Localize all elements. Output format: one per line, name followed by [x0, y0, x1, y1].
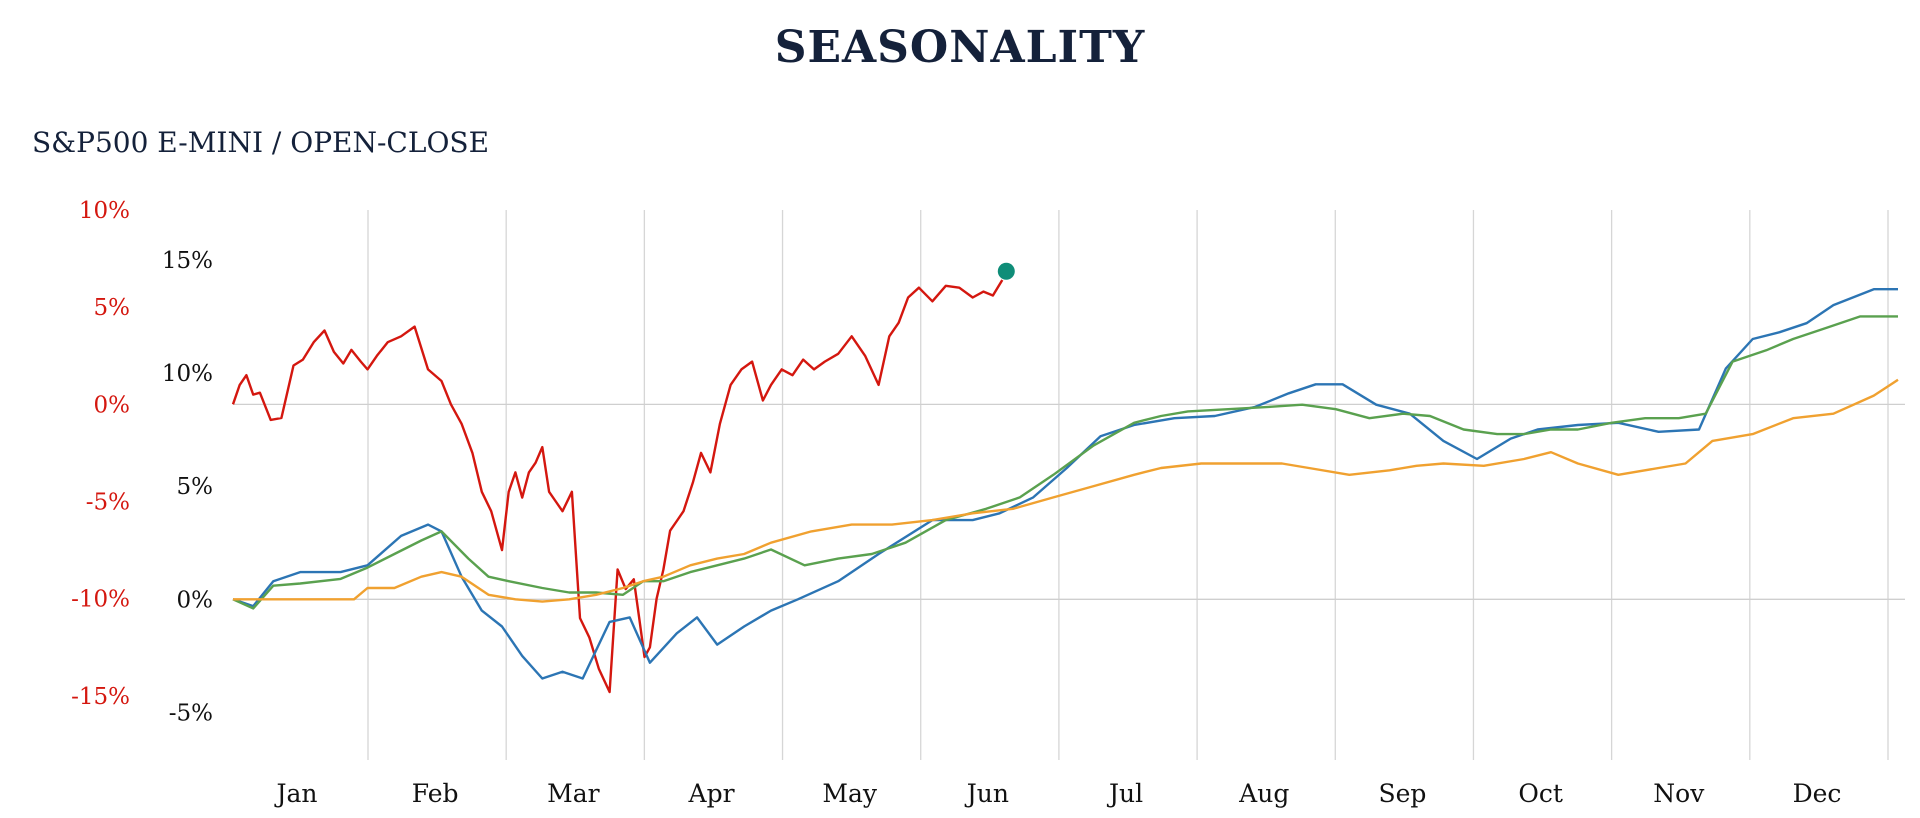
x-axis-tick-label: Feb — [412, 779, 459, 808]
x-axis-tick-label: Sep — [1378, 779, 1426, 808]
x-axis-tick-label: Mar — [547, 779, 600, 808]
x-axis-tick-label: Jan — [273, 779, 317, 808]
x-axis-tick-label: Jun — [964, 779, 1009, 808]
grid-lines — [233, 210, 1905, 760]
x-axis-tick-label: Oct — [1518, 779, 1563, 808]
x-axis-tick-label: Apr — [688, 779, 735, 808]
chart-subtitle: S&P500 E-MINI / OPEN-CLOSE — [32, 126, 490, 159]
current-value-marker — [997, 262, 1015, 280]
x-axis-tick-label: Nov — [1653, 779, 1705, 808]
series-line-0 — [231, 279, 1004, 694]
left-axis-tick-label: 5% — [94, 295, 131, 321]
series-line-3 — [233, 378, 1899, 603]
right-axis-tick-label: 5% — [177, 474, 214, 500]
x-axis-tick-label: Aug — [1238, 779, 1289, 808]
right-axis-tick-label: -5% — [169, 700, 213, 726]
right-axis-tick-label: 0% — [177, 587, 214, 613]
left-axis-tick-label: -15% — [71, 684, 130, 710]
x-axis-tick-label: Dec — [1793, 779, 1842, 808]
series-line-1 — [232, 288, 1898, 680]
right-axis-tick-label: 15% — [162, 248, 213, 274]
left-axis-tick-label: -5% — [86, 490, 130, 516]
axis-labels: 10% 5% 0% -5% -10% -15% 15% 10% 5% 0% -5% Jan Feb Mar… — [71, 198, 1841, 808]
series-line-2 — [232, 315, 1898, 610]
chart-title: SEASONALITY — [774, 22, 1146, 73]
x-axis-tick-label: Jul — [1106, 779, 1143, 808]
left-axis-tick-label: 0% — [94, 392, 131, 418]
left-axis-tick-label: -10% — [71, 587, 130, 613]
left-axis-tick-label: 10% — [79, 198, 130, 224]
series-lines — [231, 262, 1899, 694]
right-axis-tick-label: 10% — [162, 361, 213, 387]
x-axis-tick-label: May — [822, 779, 878, 808]
